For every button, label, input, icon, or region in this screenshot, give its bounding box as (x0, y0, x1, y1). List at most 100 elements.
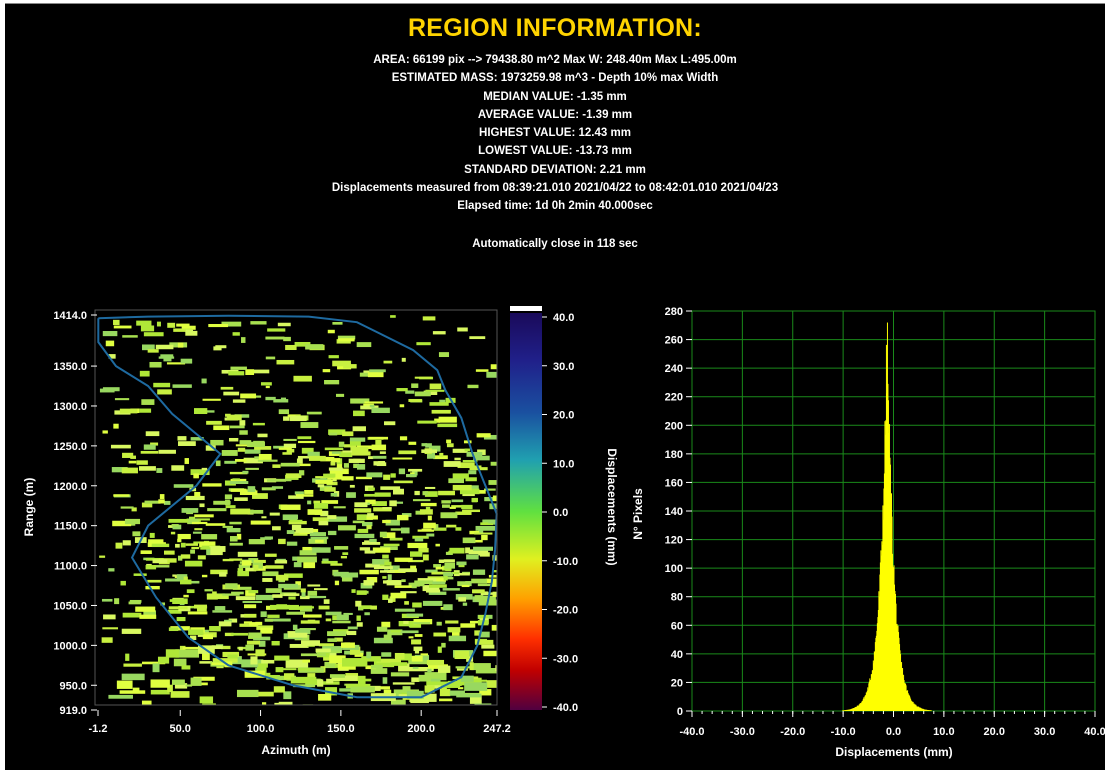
map-pixel-patch (286, 611, 305, 615)
map-pixel-patch (240, 710, 255, 713)
map-pixel-patch (412, 499, 431, 502)
displacement-map: 1414.0 1350.0 1300.0 1250.0 1200.0 1150.0 1100… (22, 309, 511, 757)
map-pixel-patch (255, 649, 265, 657)
map-pixel-patch (144, 500, 161, 504)
map-pixel-patch (242, 708, 248, 711)
map-pixel-patch (389, 565, 400, 572)
map-pixel-patch (206, 420, 222, 425)
map-pixel-patch (223, 391, 240, 396)
map-pixel-patch (442, 588, 460, 591)
map-pixel-patch (436, 621, 442, 626)
map-pixel-patch (257, 691, 274, 697)
map-pixel-patch (180, 358, 193, 364)
map-pixel-patch (433, 564, 442, 568)
map-pixel-patch (152, 559, 168, 564)
histogram-bar (845, 709, 847, 711)
histogram-y-tick-label: 180 (665, 449, 683, 461)
map-pixel-patch (382, 677, 388, 684)
map-pixel-patch (241, 337, 246, 343)
map-pixel-patch (246, 640, 261, 645)
map-pixel-patch (260, 537, 272, 540)
map-pixel-patch (394, 652, 405, 660)
map-pixel-patch (337, 335, 356, 340)
map-pixel-patch (448, 550, 460, 554)
histogram-bar (903, 674, 905, 711)
map-pixel-patch (141, 399, 155, 405)
map-pixel-patch (113, 319, 120, 326)
map-pixel-patch (280, 462, 300, 467)
map-pixel-patch (366, 577, 378, 583)
histogram-bar (923, 709, 925, 711)
map-pixel-patch (114, 598, 120, 605)
map-pixel-patch (302, 659, 311, 663)
map-pixel-patch (449, 506, 456, 509)
map-pixel-patch (315, 479, 333, 484)
map-pixel-patch (184, 458, 189, 464)
map-pixel-patch (441, 642, 446, 648)
map-pixel-patch (465, 477, 477, 482)
map-pixel-patch (361, 678, 372, 682)
map-pixel-patch (411, 639, 422, 645)
map-pixel-patch (309, 455, 326, 461)
map-pixel-patch (330, 492, 338, 497)
histogram-bar (913, 703, 915, 711)
map-pixel-patch (272, 594, 283, 598)
map-pixel-patch (352, 520, 365, 524)
map-pixel-patch (332, 322, 343, 325)
map-pixel-patch (328, 355, 339, 359)
map-pixel-patch (458, 572, 470, 576)
map-pixel-patch (383, 474, 391, 480)
map-pixel-patch (156, 468, 163, 473)
map-pixel-patch (218, 621, 232, 627)
map-pixel-patch (421, 528, 432, 532)
highest-line: HIGHEST VALUE: 12.43 mm (479, 127, 631, 140)
histogram-bar (927, 709, 929, 711)
map-pixel-patch (365, 563, 385, 568)
map-pixel-patch (315, 648, 331, 653)
map-pixel-patch (328, 429, 346, 435)
map-pixel-patch (492, 570, 497, 573)
map-pixel-patch (261, 487, 276, 491)
map-pixel-patch (390, 672, 410, 677)
map-pixel-patch (136, 460, 148, 465)
map-pixel-patch (382, 519, 391, 524)
map-pixel-patch (373, 566, 393, 570)
map-pixel-patch (373, 637, 393, 644)
map-pixel-patch (475, 667, 497, 674)
map-pixel-patch (399, 404, 405, 408)
map-pixel-patch (455, 511, 472, 515)
map-pixel-patch (380, 486, 401, 490)
histogram-bar (889, 464, 891, 711)
map-pixel-patch (428, 591, 447, 595)
map-pixel-patch (471, 497, 478, 503)
map-pixel-patch (177, 533, 191, 540)
map-pixel-patch (269, 512, 280, 516)
map-pixel-patch (238, 564, 251, 568)
map-pixel-patch (322, 558, 329, 563)
map-pixel-patch (490, 461, 497, 466)
map-pixel-patch (108, 694, 133, 699)
histogram-bar (852, 708, 854, 711)
map-pixel-patch (439, 452, 444, 457)
map-pixel-patch (201, 378, 207, 384)
map-pixel-patch (222, 558, 234, 562)
map-pixel-patch (285, 344, 297, 351)
map-pixel-patch (393, 480, 413, 484)
map-pixel-patch (472, 569, 486, 575)
map-pixel-patch (157, 389, 172, 395)
map-pixel-patch (435, 543, 440, 547)
map-pixel-patch (392, 501, 404, 504)
map-y-label: Range (m) (22, 478, 36, 537)
map-pixel-patch (455, 527, 462, 531)
map-pixel-patch (356, 622, 363, 627)
histogram-bar (856, 705, 858, 711)
map-pixel-patch (371, 444, 387, 451)
map-pixel-patch (283, 336, 291, 342)
map-x-tick-label: -1.2 (89, 723, 108, 735)
histogram-bar (897, 625, 899, 711)
histogram-bar (865, 692, 867, 711)
map-pixel-patch (348, 458, 365, 463)
region-outline (97, 314, 498, 699)
map-pixel-patch (438, 416, 457, 423)
map-pixel-patch (349, 484, 355, 488)
